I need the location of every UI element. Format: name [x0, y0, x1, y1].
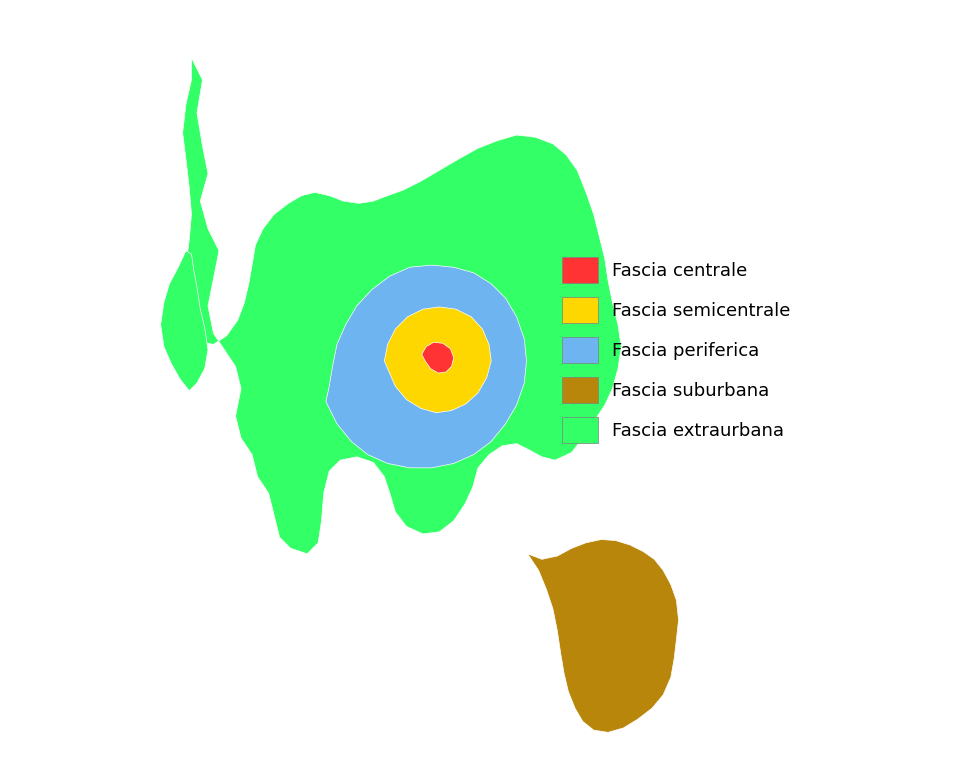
Legend: Fascia centrale, Fascia semicentrale, Fascia periferica, Fascia suburbana, Fasci: Fascia centrale, Fascia semicentrale, Fa… [553, 248, 799, 451]
Polygon shape [528, 539, 679, 733]
Polygon shape [326, 265, 527, 468]
Polygon shape [183, 57, 621, 554]
Polygon shape [161, 251, 208, 391]
Polygon shape [384, 307, 491, 413]
Polygon shape [422, 342, 454, 373]
